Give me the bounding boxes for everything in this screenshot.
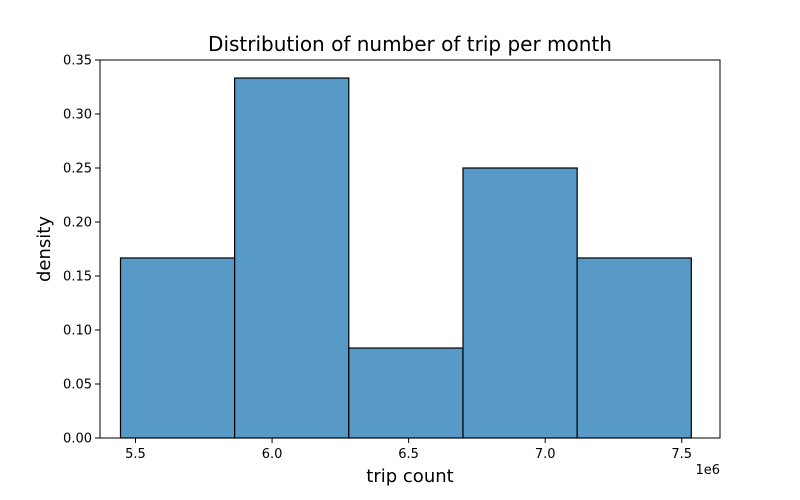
histogram-bar-3	[348, 347, 464, 439]
x-tick-label: 7.5	[671, 447, 692, 462]
x-tick-label: 6.5	[398, 447, 419, 462]
x-axis-ticks: 5.5 6.0 6.5 7.0 7.5	[125, 438, 692, 462]
y-tick-label: 0.25	[63, 162, 92, 177]
histogram-bar-2	[234, 77, 350, 439]
y-tick-label: 0.35	[63, 54, 92, 69]
plot-frame	[99, 59, 721, 439]
x-tick-label: 7.0	[535, 447, 556, 462]
histogram-bar-4	[462, 167, 578, 439]
y-tick-label: 0.30	[63, 108, 92, 123]
y-tick-label: 0.10	[63, 324, 92, 339]
x-axis-offset-label: 1e6	[695, 463, 720, 478]
y-axis-ticks: 0.00 0.05 0.10 0.15 0.20 0.25 0.30 0.35	[63, 54, 100, 447]
y-tick-label: 0.20	[63, 216, 92, 231]
x-tick-label: 5.5	[125, 447, 146, 462]
y-axis-label: density	[34, 216, 55, 282]
chart-title: Distribution of number of trip per month	[208, 32, 612, 56]
y-tick-label: 0.00	[63, 432, 92, 447]
histogram-bar-5	[576, 257, 692, 439]
x-tick-label: 6.0	[262, 447, 283, 462]
x-axis-label: trip count	[366, 466, 453, 487]
bars-group	[119, 77, 692, 439]
y-tick-label: 0.15	[63, 270, 92, 285]
y-tick-label: 0.05	[63, 378, 92, 393]
histogram-bar-1	[119, 257, 236, 439]
